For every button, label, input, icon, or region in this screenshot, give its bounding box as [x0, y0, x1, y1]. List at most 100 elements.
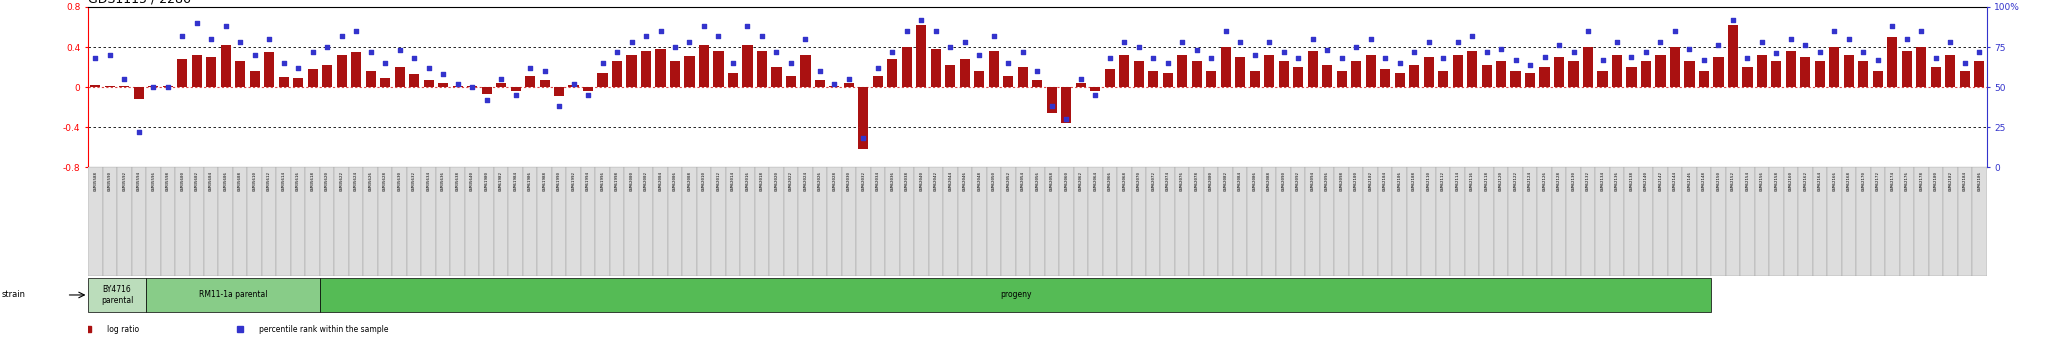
- Bar: [987, 167, 1001, 276]
- Text: GSM61996: GSM61996: [600, 170, 604, 190]
- Bar: [1016, 167, 1030, 276]
- Point: [614, 39, 647, 45]
- Point: [948, 39, 981, 45]
- Bar: [1915, 167, 1929, 276]
- Text: GSM62154: GSM62154: [1745, 170, 1749, 190]
- Text: GSM62126: GSM62126: [1542, 170, 1546, 190]
- Bar: [1626, 67, 1636, 87]
- Point: [223, 39, 256, 45]
- Bar: [684, 56, 694, 87]
- Bar: [870, 167, 885, 276]
- Text: GSM62176: GSM62176: [1905, 170, 1909, 190]
- Text: RM11-1a parental: RM11-1a parental: [199, 290, 266, 299]
- Point: [137, 85, 170, 90]
- Bar: [131, 167, 145, 276]
- Text: GSM35596: GSM35596: [152, 170, 156, 190]
- Text: GSM62002: GSM62002: [643, 170, 647, 190]
- Point: [1673, 46, 1706, 51]
- Bar: [975, 71, 985, 87]
- Bar: [1276, 167, 1290, 276]
- Text: GSM35616: GSM35616: [297, 170, 301, 190]
- Point: [1065, 76, 1098, 82]
- Point: [1268, 49, 1300, 55]
- Point: [717, 60, 750, 66]
- Text: GSM62048: GSM62048: [977, 170, 981, 190]
- Point: [1180, 48, 1212, 53]
- Point: [600, 49, 633, 55]
- Point: [1819, 28, 1851, 34]
- Text: GSM62148: GSM62148: [1702, 170, 1706, 190]
- Text: strain: strain: [2, 290, 27, 299]
- Text: GSM35638: GSM35638: [455, 170, 459, 190]
- Bar: [1393, 167, 1407, 276]
- Bar: [1493, 167, 1507, 276]
- Bar: [1946, 55, 1956, 87]
- Bar: [1638, 167, 1653, 276]
- Bar: [801, 55, 811, 87]
- Bar: [1235, 57, 1245, 87]
- Bar: [1872, 71, 1882, 87]
- Bar: [1888, 37, 1896, 87]
- Text: GSM35602: GSM35602: [195, 170, 199, 190]
- Bar: [1960, 71, 1970, 87]
- Bar: [713, 51, 723, 87]
- Bar: [160, 167, 174, 276]
- Text: GSM62082: GSM62082: [1225, 170, 1227, 190]
- Bar: [408, 167, 422, 276]
- Bar: [1130, 167, 1147, 276]
- Text: GSM35626: GSM35626: [369, 170, 373, 190]
- Text: GSM61994: GSM61994: [586, 170, 590, 190]
- Bar: [1540, 67, 1550, 87]
- Text: GSM62058: GSM62058: [1051, 170, 1055, 190]
- Bar: [1653, 167, 1667, 276]
- Text: GSM62122: GSM62122: [1513, 170, 1518, 190]
- Point: [1630, 49, 1663, 55]
- Bar: [1464, 167, 1479, 276]
- Bar: [1264, 55, 1274, 87]
- Text: GSM62034: GSM62034: [877, 170, 881, 190]
- Text: GSM62116: GSM62116: [1470, 170, 1475, 190]
- Bar: [1018, 67, 1028, 87]
- Bar: [410, 74, 420, 87]
- Point: [1296, 36, 1329, 42]
- Point: [1194, 56, 1227, 61]
- Point: [1470, 49, 1503, 55]
- Text: GSM62070: GSM62070: [1137, 170, 1141, 190]
- Point: [905, 17, 938, 22]
- Bar: [1163, 73, 1174, 87]
- Text: GSM62076: GSM62076: [1180, 170, 1184, 190]
- Point: [94, 52, 127, 58]
- Bar: [524, 76, 535, 87]
- Bar: [1178, 55, 1188, 87]
- Bar: [655, 49, 666, 87]
- Bar: [682, 167, 696, 276]
- Text: GSM35598: GSM35598: [166, 170, 170, 190]
- Text: GSM62142: GSM62142: [1659, 170, 1663, 190]
- Point: [1325, 56, 1358, 61]
- Text: GSM62056: GSM62056: [1036, 170, 1038, 190]
- Bar: [928, 167, 944, 276]
- Text: GSM62018: GSM62018: [760, 170, 764, 190]
- Text: GSM35624: GSM35624: [354, 170, 358, 190]
- Bar: [1292, 67, 1303, 87]
- Bar: [1147, 167, 1161, 276]
- Bar: [1044, 167, 1059, 276]
- Bar: [1438, 71, 1448, 87]
- Point: [326, 33, 358, 39]
- Text: GSM61988: GSM61988: [543, 170, 547, 190]
- Bar: [1581, 167, 1595, 276]
- Point: [80, 56, 113, 61]
- Point: [514, 65, 547, 71]
- Bar: [1714, 57, 1724, 87]
- Bar: [539, 80, 549, 87]
- Text: GSM35592: GSM35592: [123, 170, 127, 190]
- Point: [788, 36, 821, 42]
- Bar: [205, 167, 219, 276]
- Text: GSM62010: GSM62010: [702, 170, 707, 190]
- Bar: [1612, 55, 1622, 87]
- Bar: [1610, 167, 1624, 276]
- Point: [1253, 39, 1286, 45]
- Bar: [1466, 51, 1477, 87]
- Bar: [1380, 69, 1391, 87]
- Text: GSM62156: GSM62156: [1759, 170, 1763, 190]
